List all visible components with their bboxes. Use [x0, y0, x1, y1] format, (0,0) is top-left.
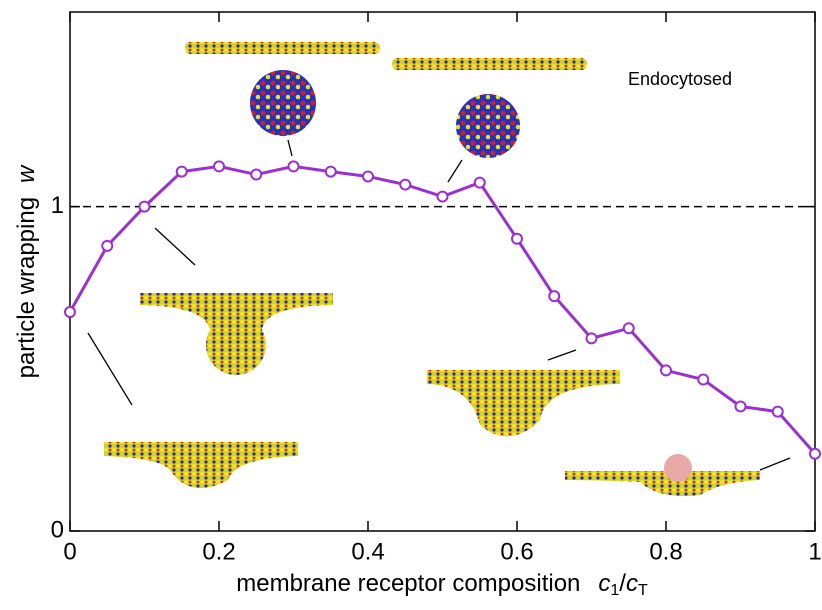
point	[287, 160, 300, 173]
point	[585, 332, 598, 345]
x-label-slash: /	[619, 570, 626, 597]
x-label-var: c	[626, 570, 638, 597]
membrane-partial	[427, 370, 620, 437]
arrow	[87, 332, 133, 406]
membrane-wrapped	[140, 293, 333, 375]
point	[548, 290, 561, 303]
y-label-var: w	[13, 164, 40, 183]
point	[734, 400, 747, 413]
y-label-text: particle wrapping	[13, 197, 40, 378]
snapshots	[87, 42, 791, 497]
annotation: Endocytosed	[628, 69, 732, 89]
point	[622, 322, 635, 335]
x-tick-label: 0.6	[500, 538, 533, 565]
y-tick-label: 1	[51, 192, 64, 219]
plot-frame	[69, 11, 816, 532]
point	[324, 165, 337, 178]
arrow	[287, 139, 293, 157]
x-tick-label: 0.8	[649, 538, 682, 565]
membrane	[392, 58, 587, 70]
point	[362, 170, 374, 183]
point	[771, 405, 784, 418]
x-label-sub: 1	[610, 582, 619, 599]
x-label-text: membrane receptor composition	[236, 570, 580, 597]
point	[101, 239, 114, 252]
x-label-var: c	[598, 570, 610, 597]
series-line	[68, 164, 817, 455]
point	[436, 190, 449, 203]
x-axis-label: membrane receptor composition c1/cT	[236, 570, 648, 599]
point	[809, 447, 821, 460]
arrow	[154, 227, 196, 266]
y-axis-label: particle wrapping w	[13, 164, 40, 378]
membrane-shallow	[104, 442, 298, 488]
point	[473, 176, 486, 189]
membrane	[185, 42, 380, 54]
point	[660, 364, 672, 377]
x-tick-label: 0	[63, 538, 76, 565]
x-tick-label: 1	[808, 538, 821, 565]
point	[697, 373, 710, 386]
particle	[456, 94, 520, 158]
x-tick-label: 0.4	[351, 538, 384, 565]
x-label-sub: T	[638, 582, 648, 599]
point	[250, 168, 263, 181]
point	[399, 178, 412, 191]
x-tick-label: 0.2	[202, 538, 235, 565]
particle	[664, 454, 692, 482]
point	[138, 200, 151, 213]
membrane-flat	[565, 471, 760, 497]
arrow	[759, 457, 791, 471]
arrow	[447, 159, 463, 183]
point	[213, 160, 225, 173]
y-tick-label: 0	[51, 516, 64, 543]
particle	[250, 70, 316, 136]
arrow	[547, 349, 577, 361]
point	[511, 232, 523, 245]
point	[175, 165, 188, 178]
point	[64, 306, 76, 319]
